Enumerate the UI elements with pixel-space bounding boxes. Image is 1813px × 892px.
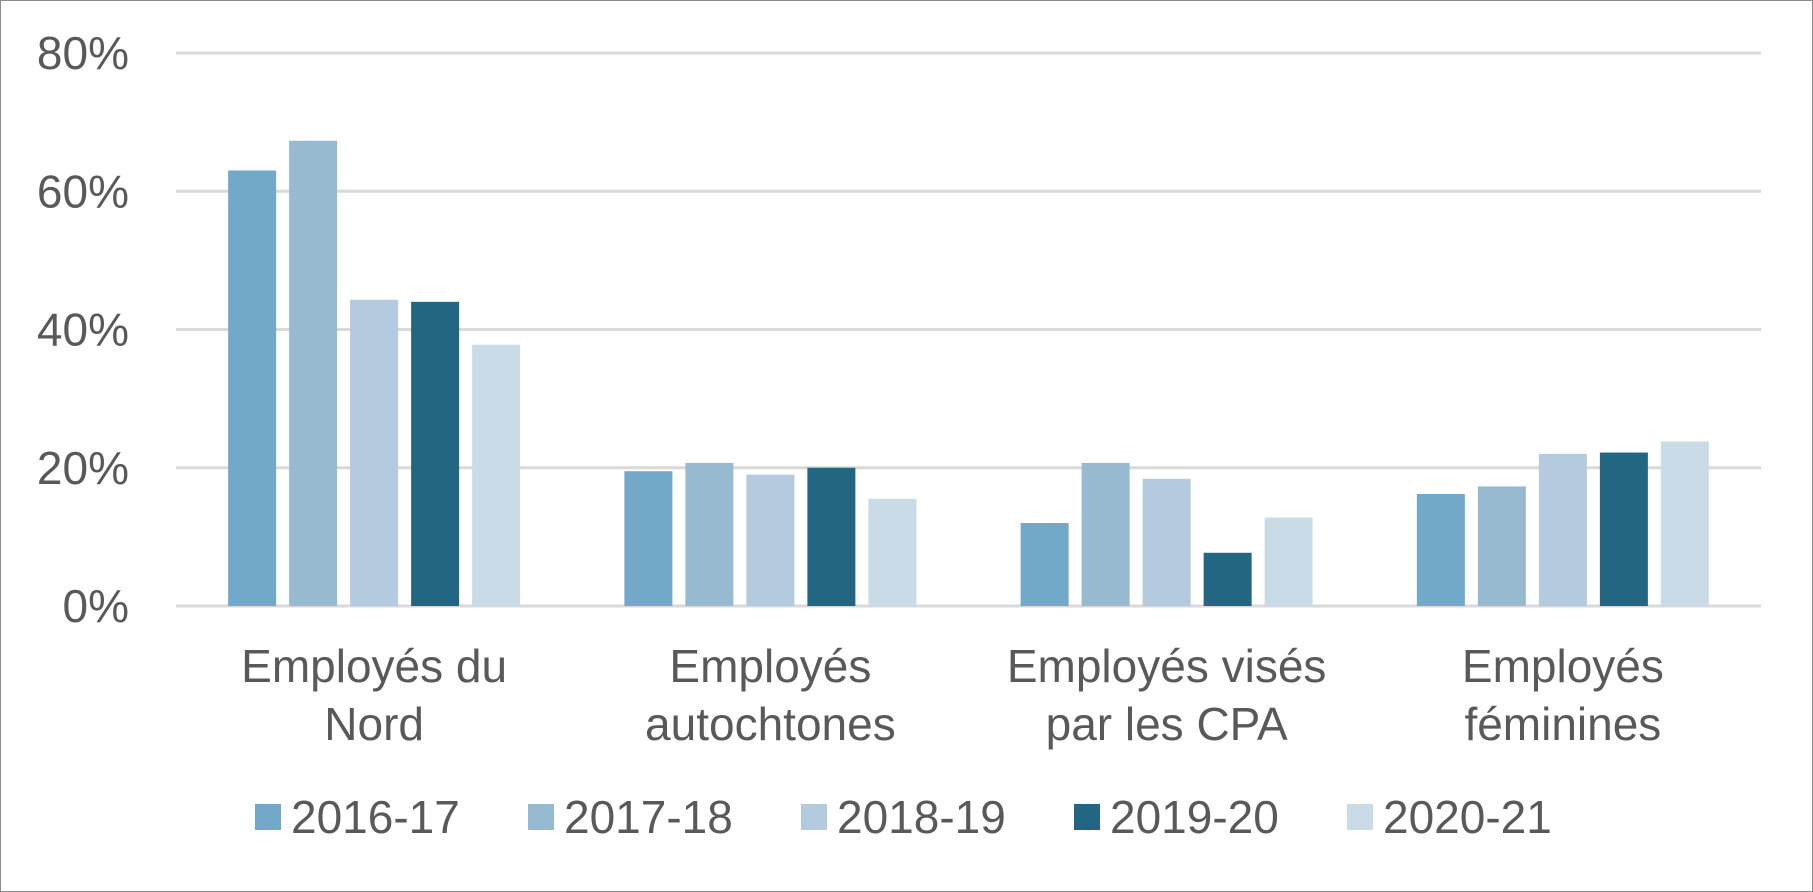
legend-label: 2017-18: [564, 791, 733, 843]
x-axis-category-labels: Employés du Nord Employés autochtones Employ…: [241, 640, 1664, 750]
legend-swatch: [1074, 804, 1100, 830]
legend-label: 2016-17: [291, 791, 460, 843]
legend-label: 2018-19: [837, 791, 1006, 843]
bar-2020-21-cat-0: [472, 344, 521, 606]
bar-2018-19-cat-3: [1538, 453, 1587, 606]
x-tick-label: Employés: [1462, 640, 1664, 692]
x-tick-label: féminines: [1464, 698, 1661, 750]
y-tick-label: 60%: [37, 165, 129, 217]
bar-2019-20-cat-0: [411, 301, 460, 606]
x-tick-label: Employés visés: [1007, 640, 1327, 692]
bar-2017-18-cat-3: [1477, 486, 1526, 606]
bar-2018-19-cat-0: [350, 299, 399, 606]
bar-2016-17-cat-3: [1416, 494, 1465, 606]
bar-2017-18-cat-1: [685, 462, 734, 606]
y-axis-tick-labels: 0% 20% 40% 60% 80%: [37, 27, 129, 632]
bar-2020-21-cat-3: [1660, 441, 1709, 606]
legend-swatch: [801, 804, 827, 830]
bar-2017-18-cat-0: [289, 140, 338, 606]
y-tick-label: 0%: [63, 580, 129, 632]
bar-2020-21-cat-1: [868, 498, 917, 606]
legend-label: 2020-21: [1383, 791, 1552, 843]
y-tick-label: 40%: [37, 304, 129, 356]
bar-2017-18-cat-2: [1081, 462, 1130, 606]
legend-label: 2019-20: [1110, 791, 1279, 843]
bar-2019-20-cat-2: [1203, 552, 1252, 606]
x-tick-label: Employés du: [241, 640, 507, 692]
bar-2018-19-cat-2: [1142, 478, 1191, 606]
x-tick-label: autochtones: [645, 698, 896, 750]
y-tick-label: 80%: [37, 27, 129, 79]
x-tick-label: Nord: [324, 698, 424, 750]
legend: 2016-17 2017-18 2018-19 2019-20 2020-21: [255, 791, 1552, 843]
x-tick-label: par les CPA: [1046, 698, 1288, 750]
bar-2019-20-cat-1: [807, 467, 856, 606]
legend-swatch: [1347, 804, 1373, 830]
y-tick-label: 20%: [37, 442, 129, 494]
legend-swatch: [255, 804, 281, 830]
bar-2016-17-cat-0: [228, 170, 277, 606]
bar-2020-21-cat-2: [1264, 517, 1313, 606]
x-tick-label: Employés: [669, 640, 871, 692]
bar-2016-17-cat-2: [1020, 523, 1069, 606]
legend-swatch: [528, 804, 554, 830]
bar-2016-17-cat-1: [624, 471, 673, 606]
bars: [228, 140, 1709, 606]
bar-2019-20-cat-3: [1599, 452, 1648, 606]
bar-2018-19-cat-1: [746, 474, 795, 606]
